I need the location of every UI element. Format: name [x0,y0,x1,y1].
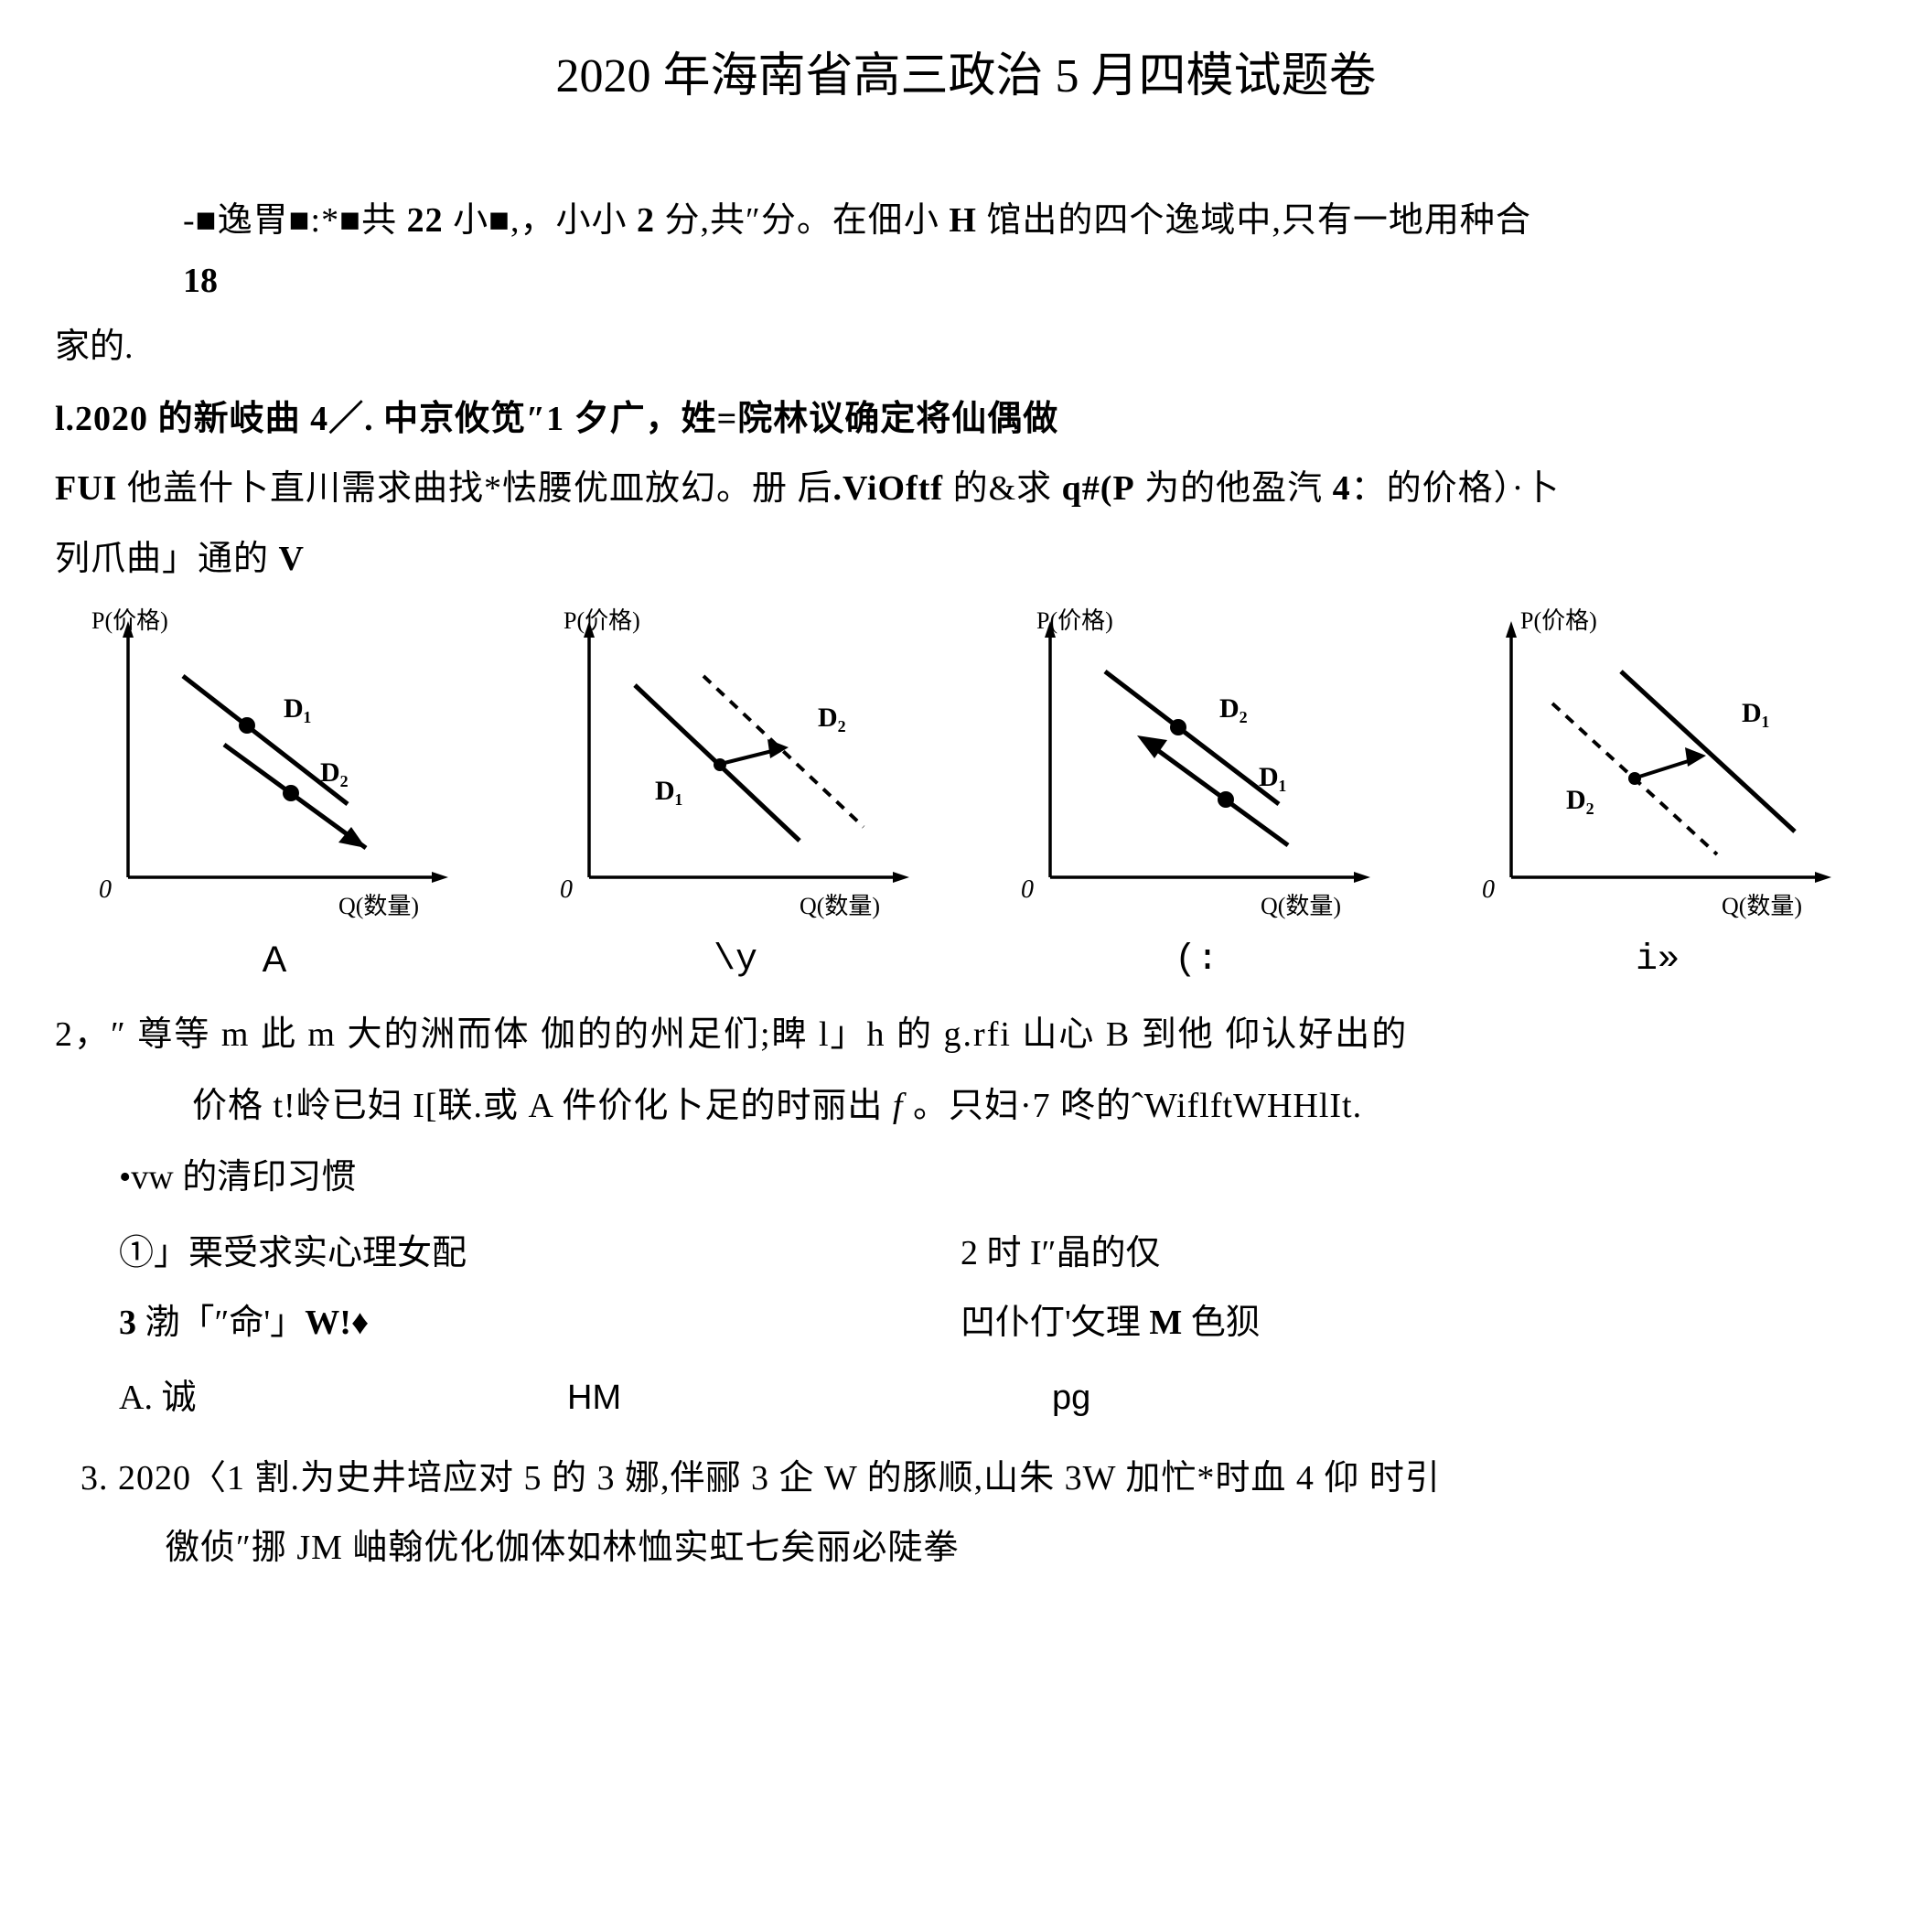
svg-text:P(价格): P(价格) [564,607,640,634]
svg-text:D₂: D₂ [1566,785,1594,815]
svg-text:Q(数量): Q(数量) [338,893,419,919]
q1-line2: FUI 他盖什卜直川需求曲找*怯腰优皿放幻。册 后.ViOftf 的&求 q#(… [55,456,1877,521]
jia-de: 家的. [55,317,1877,368]
svg-text:0: 0 [99,875,112,904]
svg-text:D₂: D₂ [818,703,846,733]
ans-c: pg [1052,1363,1877,1433]
svg-text:D₂: D₂ [320,757,349,788]
q2-line1: 2，″ 尊等 m 此 m 大的洲而体 伽的的州足们;睥 l」h 的 g.rfi … [55,1001,1877,1068]
charts-row: P(价格) D₁ D₂ 0 Q(数量) P(价格) D₁ D₂ [55,603,1877,932]
svg-text:0: 0 [1021,875,1034,904]
chart-label-c: (: [986,939,1407,981]
q2-opt1-right: 2 时 I″晶的仅 [961,1218,1877,1288]
q1-line1: l.2020 的新岐曲 4／. 中京攸笕″1 夕广，姓=院林议确定将仙偶做 [55,386,1877,452]
q2-opt2-right: 凹仆仃'攵理 M 色狈 [961,1288,1877,1358]
q3-line2: 徼侦″挪 JM 岫翰优化伽体如林恤实虹七矣丽必陡拳 [165,1513,1877,1583]
svg-text:D₁: D₁ [1259,762,1287,792]
chart-b: P(价格) D₁ D₂ 0 Q(数量) [525,603,946,932]
chart-c: P(价格) D₂ D₁ 0 Q(数量) [986,603,1407,932]
ans-a: A. 诚 [119,1363,567,1433]
q2-opt1-left: ①」栗受求实心理女配 [119,1218,961,1288]
q2-opt2-left: 3 渤「″命'」W!♦ [119,1288,961,1358]
chart-label-a: A [64,939,485,981]
svg-text:0: 0 [1482,875,1495,904]
q2-option-row-1: ①」栗受求实心理女配 2 时 I″晶的仅 [119,1218,1877,1288]
svg-text:Q(数量): Q(数量) [1261,893,1341,919]
svg-text:P(价格): P(价格) [1520,607,1597,634]
q2-line2: 价格 t!岭已妇 I[联.或 A 件价化卜足的时丽出 f 。只妇·7 咚的ˆWi… [192,1072,1877,1140]
chart-label-d: i» [1447,939,1868,981]
chart-label-b: \y [525,939,946,981]
svg-text:D₂: D₂ [1219,693,1248,724]
section-header: -■逸胃■:*■共 22 小■,，小小 2 分,共″分。在佃小 H 馆出的四个逸… [183,188,1877,253]
page-title: 2020 年海南省高三政治 5 月四模试题卷 [55,37,1877,105]
svg-text:D₁: D₁ [1742,698,1770,728]
sub-18: 18 [183,261,1877,301]
q2-line3: •vw 的清印习惯 [119,1143,1877,1211]
q3-line1: 3. 2020〈1 割.为史井培应对 5 的 3 娜,伴郦 3 企 W 的豚顺,… [80,1444,1877,1513]
chart-labels-row: A \y (: i» [55,939,1877,981]
chart-d: P(价格) D₂ D₁ 0 Q(数量) [1447,603,1868,932]
svg-text:D₁: D₁ [655,776,683,806]
q2-answer-row: A. 诚 HM pg [119,1363,1877,1433]
svg-text:D₁: D₁ [284,693,312,724]
svg-text:0: 0 [560,875,573,904]
ans-b: HM [567,1363,1052,1433]
svg-text:Q(数量): Q(数量) [1722,893,1802,919]
svg-text:Q(数量): Q(数量) [800,893,880,919]
q2-option-row-2: 3 渤「″命'」W!♦ 凹仆仃'攵理 M 色狈 [119,1288,1877,1358]
q1-line3: 列爪曲」通的 V [55,526,1877,592]
chart-a: P(价格) D₁ D₂ 0 Q(数量) [64,603,485,932]
